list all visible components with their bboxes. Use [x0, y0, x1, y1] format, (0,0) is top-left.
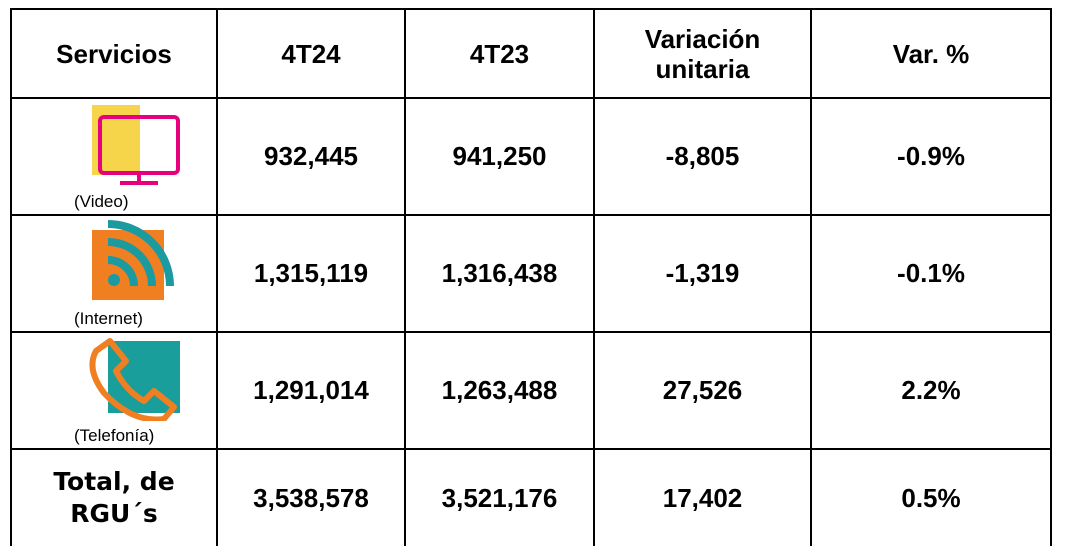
cell: 3,521,176 — [404, 448, 595, 546]
cell: -0.9% — [810, 97, 1052, 216]
rgu-table: Servicios 4T24 4T23 Variación unitaria V… — [10, 8, 1052, 546]
video-icon — [92, 105, 180, 185]
cell: 27,526 — [593, 331, 812, 450]
header-cell: 4T24 — [216, 8, 406, 99]
row: (Internet) 1,315,119 1,316,438 -1,319 -0… — [10, 214, 1052, 333]
service-cell: (Video) — [10, 97, 218, 216]
cell: 941,250 — [404, 97, 595, 216]
cell: 0.5% — [810, 448, 1052, 546]
row: (Video) 932,445 941,250 -8,805 -0.9% — [10, 97, 1052, 216]
header-cell: Variación unitaria — [593, 8, 812, 99]
header-cell: Servicios — [10, 8, 218, 99]
cell: 3,538,578 — [216, 448, 406, 546]
cell: 1,315,119 — [216, 214, 406, 333]
cell: -8,805 — [593, 97, 812, 216]
total-label: Total, de RGU´s — [10, 448, 218, 546]
service-label: (Video) — [74, 192, 129, 211]
header-row: Servicios 4T24 4T23 Variación unitaria V… — [10, 8, 1052, 99]
cell: 2.2% — [810, 331, 1052, 450]
cell: 1,263,488 — [404, 331, 595, 450]
service-label: (Telefonía) — [74, 426, 155, 445]
service-cell: (Internet) — [10, 214, 218, 333]
cell: 1,316,438 — [404, 214, 595, 333]
cell: 932,445 — [216, 97, 406, 216]
service-label: (Internet) — [74, 309, 143, 328]
cell: 1,291,014 — [216, 331, 406, 450]
service-cell: (Telefonía) — [10, 331, 218, 450]
internet-icon — [92, 220, 174, 300]
phone-icon — [89, 338, 180, 421]
cell: 17,402 — [593, 448, 812, 546]
total-row: Total, de RGU´s 3,538,578 3,521,176 17,4… — [10, 448, 1052, 546]
header-cell: 4T23 — [404, 8, 595, 99]
cell: -1,319 — [593, 214, 812, 333]
row: (Telefonía) 1,291,014 1,263,488 27,526 2… — [10, 331, 1052, 450]
header-cell: Var. % — [810, 8, 1052, 99]
cell: -0.1% — [810, 214, 1052, 333]
